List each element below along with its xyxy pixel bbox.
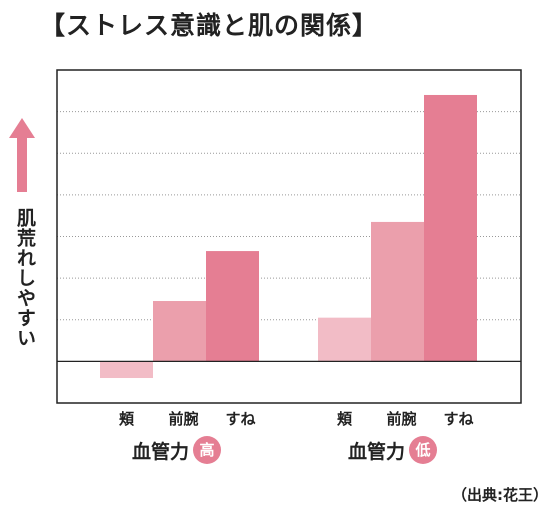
group-label-high: 血管力 高 (132, 436, 222, 464)
group-label-low: 血管力 低 (348, 436, 438, 464)
group-label-text: 血管力 (132, 440, 190, 463)
bar (153, 301, 206, 362)
bar (206, 251, 259, 362)
x-tick-label: 前腕 (168, 410, 198, 428)
x-tick-label: すね (443, 410, 473, 428)
badge-low: 低 (409, 436, 438, 464)
bar (424, 94, 477, 362)
source-note: （出典:花王） (452, 486, 548, 504)
group-label-text: 血管力 (348, 440, 406, 463)
plot-frame (56, 69, 522, 404)
up-arrow-icon (9, 118, 35, 192)
bar (318, 317, 371, 362)
bar (371, 221, 424, 362)
x-tick-label: 頬 (337, 410, 353, 428)
badge-high: 高 (193, 436, 222, 464)
y-axis-label: 肌荒れしやすい (14, 208, 36, 348)
x-tick-label: 頬 (119, 410, 135, 428)
bar (100, 361, 153, 379)
bar-chart: 頬 前腕 すね 頬 前腕 すね (56, 69, 522, 428)
x-tick-label: すね (225, 410, 255, 428)
chart-title: 【ストレス意識と肌の関係】 (40, 11, 379, 40)
x-tick-label: 前腕 (386, 410, 416, 428)
